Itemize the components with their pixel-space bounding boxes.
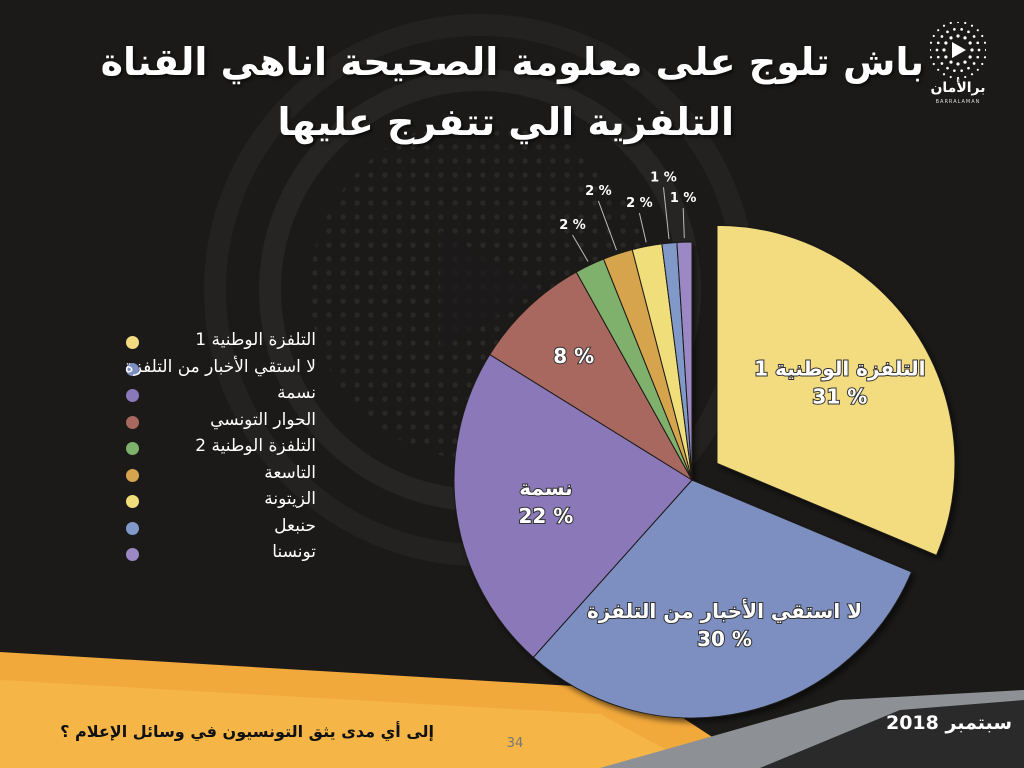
legend-item-8: حنبعل bbox=[120, 516, 340, 543]
pie-slice-9 bbox=[676, 241, 693, 481]
legend-swatch-9 bbox=[126, 548, 139, 561]
footer-dark-band bbox=[760, 700, 1024, 768]
legend-item-1: التلفزة الوطنية 1 bbox=[120, 330, 340, 357]
pie-slice-3 bbox=[453, 353, 693, 659]
pie-leader-line-slice-5 bbox=[572, 234, 589, 262]
pie-label-value-slice-7: 2 % bbox=[626, 196, 653, 211]
legend-label-3: نسمة bbox=[277, 383, 316, 403]
legend-item-7: الزيتونة bbox=[120, 489, 340, 516]
pie-label-name-slice-3: نسمة bbox=[519, 476, 572, 500]
pie-label-value-slice-1: 31 % bbox=[812, 385, 867, 409]
legend-label-5: التلفزة الوطنية 2 bbox=[195, 436, 316, 456]
page-number: 34 bbox=[506, 736, 524, 751]
pie-leader-line-slice-6 bbox=[597, 200, 617, 251]
pie-label-name-slice-1: التلفزة الوطنية 1 bbox=[754, 357, 925, 381]
footer-orange-band-light bbox=[0, 680, 700, 768]
legend-swatch-2 bbox=[126, 362, 139, 376]
pie-label-value-slice-2: 30 % bbox=[697, 627, 752, 651]
pie-leader-line-slice-8 bbox=[662, 187, 670, 240]
pie-leader-line-slice-9 bbox=[682, 208, 685, 239]
legend-swatch-8 bbox=[126, 521, 139, 535]
legend-label-6: التاسعة bbox=[264, 462, 316, 483]
legend-swatch-5 bbox=[126, 442, 139, 455]
legend-swatch-6 bbox=[126, 468, 139, 482]
legend-label-4: الحوار التونسي bbox=[210, 409, 316, 430]
pie-label-value-slice-6: 2 % bbox=[585, 184, 612, 199]
legend-swatch-3 bbox=[126, 389, 139, 402]
logo-subtitle: BARRALAMAN bbox=[935, 99, 981, 105]
legend-item-4: الحوار التونسي bbox=[120, 410, 340, 437]
legend-item-2: لا استقي الأخبار من التلفزة bbox=[120, 357, 340, 384]
legend-item-3: نسمة bbox=[120, 383, 340, 410]
legend-label-1: التلفزة الوطنية 1 bbox=[195, 330, 316, 350]
logo-name: برالأمان bbox=[930, 80, 986, 96]
pie-label-value-slice-9: 1 % bbox=[670, 191, 697, 206]
legend-swatch-7 bbox=[126, 495, 139, 508]
legend-swatch-1 bbox=[126, 336, 139, 349]
pie-slice-1 bbox=[716, 224, 956, 556]
pie-slice-4 bbox=[489, 271, 694, 482]
footer-question: إلى أي مدى يثق التونسيون في وسائل الإعلا… bbox=[60, 722, 434, 741]
pie-label-value-slice-8: 1 % bbox=[650, 170, 677, 185]
pie-chart bbox=[453, 224, 956, 719]
legend-label-2: لا استقي الأخبار من التلفزة bbox=[124, 356, 316, 377]
pie-label-value-slice-4: 8 % bbox=[553, 344, 594, 368]
pie-slice-2 bbox=[532, 479, 913, 719]
pie-label-value-slice-5: 2 % bbox=[559, 218, 586, 233]
legend-item-9: تونسنا bbox=[120, 542, 340, 569]
play-circle-dots-icon bbox=[930, 22, 986, 80]
pie-label-value-slice-3: 22 % bbox=[519, 504, 574, 528]
legend-item-6: التاسعة bbox=[120, 463, 340, 490]
legend-label-8: حنبعل bbox=[274, 515, 316, 536]
pie-label-name-slice-2: لا استقي الأخبار من التلفزة bbox=[587, 598, 862, 624]
slide-title-line-2: التلفزية الي تتفرج عليها bbox=[277, 100, 734, 144]
legend-label-9: تونسنا bbox=[272, 542, 316, 562]
slide-title-line-1: باش تلوج على معلومة الصحيحة اناهي القناة bbox=[100, 40, 924, 84]
footer-bands bbox=[0, 652, 1024, 768]
footer-date: سبتمبر 2018 bbox=[885, 712, 1012, 734]
pie-labels: التلفزة الوطنية 1 31 % لا استقي الأخبار من… bbox=[518, 170, 927, 652]
pie-leader-line-slice-7 bbox=[638, 212, 647, 243]
legend-item-5: التلفزة الوطنية 2 bbox=[120, 436, 340, 463]
chart-legend: التلفزة الوطنية 1 لا استقي الأخبار من الت… bbox=[120, 330, 340, 569]
legend-label-7: الزيتونة bbox=[264, 489, 316, 509]
legend-swatch-4 bbox=[126, 415, 139, 429]
